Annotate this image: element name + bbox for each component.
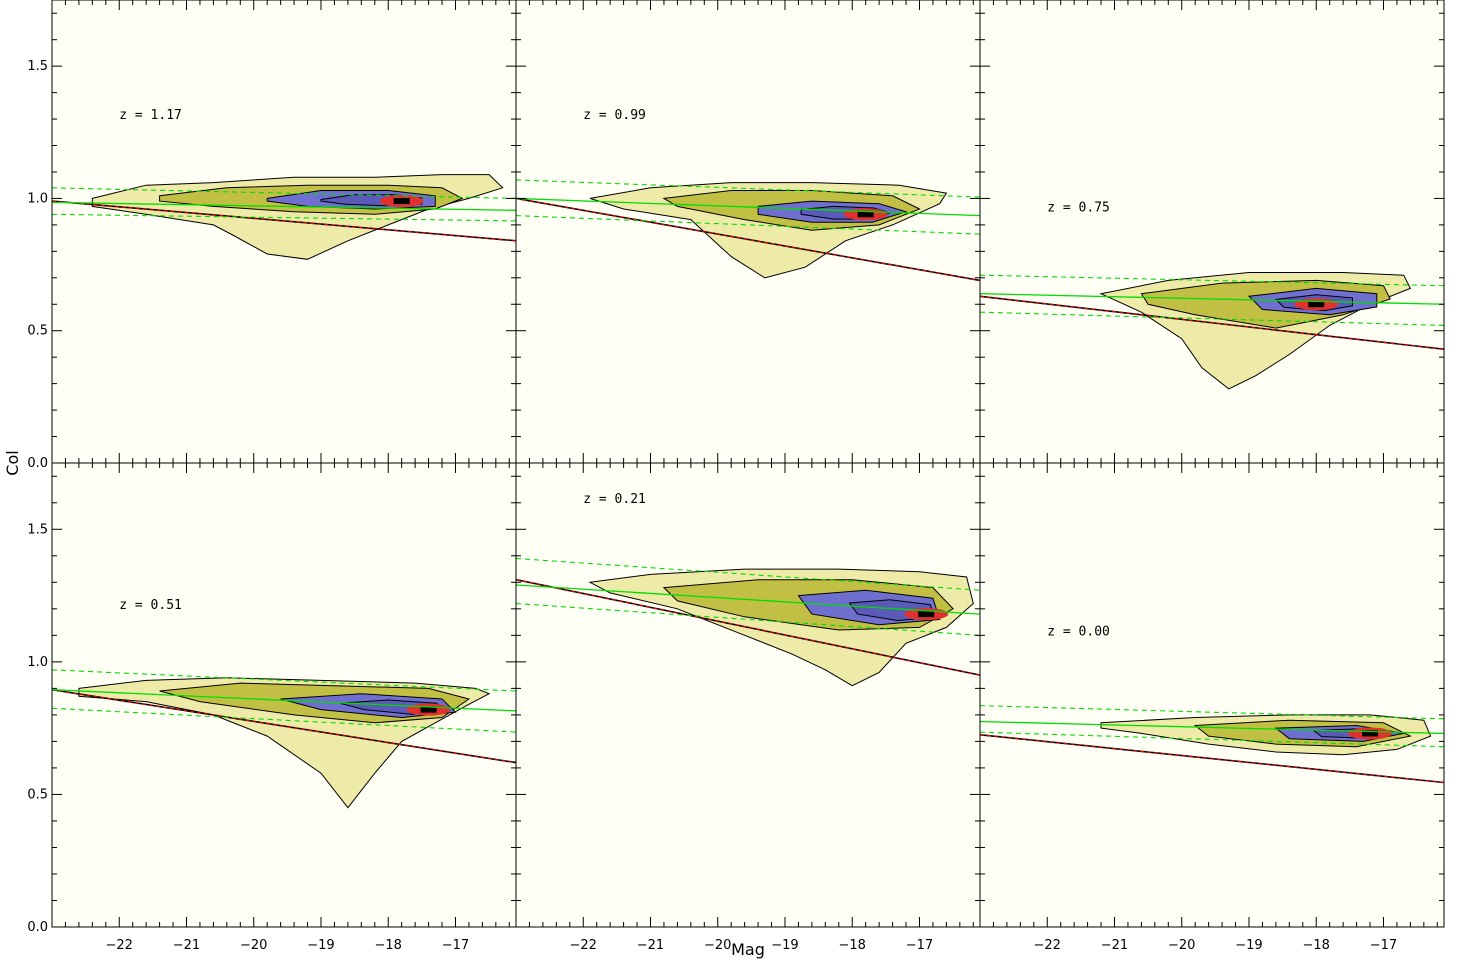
panel-frame — [979, 462, 1445, 928]
density-peak-core — [420, 706, 437, 713]
panel-ticks — [51, 0, 516, 464]
panel-3: z = 0.75 — [979, 0, 1445, 464]
panel-background — [980, 463, 1444, 927]
fit-line — [516, 584, 980, 615]
y-tick-label: 0.5 — [27, 787, 48, 802]
panel-4: z = 0.51 −22 −21 −20 −19 −18 −17 0.0 0.5 1.0 1.5 — [27, 462, 517, 953]
x-tick-label: −17 — [1370, 938, 1397, 953]
x-tick-label: −17 — [906, 938, 933, 953]
panel-plot-area — [52, 174, 516, 260]
panel-6: z = 0.00 −22 −21 −20 −19 −18 −17 — [979, 462, 1445, 953]
panel-plot-area — [516, 557, 980, 687]
panel-plot-area — [516, 179, 980, 282]
redshift-annotation: z = 0.21 — [583, 492, 646, 507]
panel-background — [516, 463, 980, 927]
x-tick-label: −20 — [704, 938, 731, 953]
x-tick-label: −18 — [375, 938, 402, 953]
y-tick-label: 1.0 — [27, 655, 48, 670]
cut-line — [980, 734, 1444, 784]
panels-layer: z = 1.17 0.0 0.5 1.0 1.5 z = 0.99 z = 0.75 z = … — [27, 0, 1445, 953]
x-tick-label: −19 — [1235, 938, 1262, 953]
fit-line — [52, 201, 516, 211]
x-tick-label: −21 — [1101, 938, 1128, 953]
y-tick-label: 0.5 — [27, 324, 48, 339]
x-tick-label: −21 — [173, 938, 200, 953]
x-tick-label: −17 — [442, 938, 469, 953]
redshift-annotation: z = 1.17 — [119, 108, 182, 123]
panel-ticks — [51, 463, 516, 928]
cut-line — [516, 579, 980, 676]
y-tick-label: 0.0 — [27, 456, 48, 471]
y-tick-label: 1.0 — [27, 191, 48, 206]
redshift-annotation: z = 0.51 — [119, 598, 182, 613]
x-axis-title: Mag — [731, 940, 765, 959]
cut-line — [52, 200, 516, 242]
cut-line — [516, 197, 980, 282]
fit-scatter-lower-line — [516, 602, 980, 636]
x-tick-label: −22 — [1034, 938, 1061, 953]
panel-ticks — [515, 463, 980, 928]
y-axis-title: Col — [3, 450, 22, 475]
y-tick-label: 0.0 — [27, 920, 48, 935]
x-tick-label: −22 — [570, 938, 597, 953]
x-tick-label: −20 — [1168, 938, 1195, 953]
density-peak-core — [1308, 301, 1325, 308]
fit-line — [980, 293, 1444, 305]
fit-scatter-lower-line — [52, 707, 516, 733]
x-tick-label: −19 — [771, 938, 798, 953]
fit-scatter-upper-line — [52, 669, 516, 692]
density-peak-core — [918, 611, 935, 618]
panel-plot-area — [980, 272, 1444, 390]
density-peak-core — [393, 198, 410, 205]
density-peak-core — [1362, 730, 1379, 737]
fit-line — [52, 689, 516, 712]
fit-line — [516, 197, 980, 217]
y-tick-label: 1.5 — [27, 522, 48, 537]
cut-line — [980, 295, 1444, 350]
x-tick-label: −19 — [307, 938, 334, 953]
cut-line — [52, 689, 516, 764]
panel-1: z = 1.17 0.0 0.5 1.0 1.5 — [27, 0, 517, 471]
y-tick-label: 1.5 — [27, 59, 48, 74]
redshift-annotation: z = 0.00 — [1047, 624, 1110, 639]
panel-2: z = 0.99 — [515, 0, 981, 464]
x-tick-label: −20 — [240, 938, 267, 953]
x-tick-label: −18 — [839, 938, 866, 953]
x-tick-label: −21 — [637, 938, 664, 953]
panel-background — [980, 0, 1444, 463]
panel-plot-area — [980, 705, 1444, 784]
panel-ticks — [979, 463, 1444, 928]
redshift-annotation: z = 0.75 — [1047, 201, 1110, 216]
fit-scatter-upper-line — [516, 557, 980, 591]
density-peak-core — [857, 211, 874, 218]
x-tick-label: −18 — [1303, 938, 1330, 953]
redshift-annotation: z = 0.99 — [583, 108, 646, 123]
panel-5: z = 0.21 −22 −21 −20 −19 −18 −17 — [515, 462, 981, 953]
fit-line — [980, 720, 1444, 735]
panel-plot-area — [52, 669, 516, 809]
x-tick-label: −22 — [106, 938, 133, 953]
